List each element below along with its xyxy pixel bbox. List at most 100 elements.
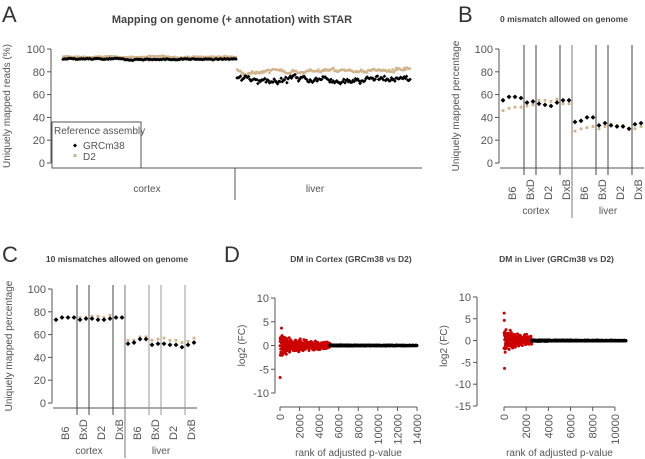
data-point (345, 77, 350, 82)
x-tick-label: 4000 (543, 414, 555, 438)
data-point (161, 341, 167, 347)
data-point (561, 102, 565, 106)
y-tick-label: 40 (481, 112, 493, 124)
panel-letter: A (2, 2, 17, 27)
y-tick-label: 100 (27, 44, 45, 56)
group-tick-label: D2 (543, 186, 555, 200)
data-point (254, 77, 259, 82)
data-point (290, 70, 293, 73)
data-point (603, 125, 607, 128)
legend-title: Reference assembly (54, 126, 145, 137)
tissue-label: cortex (75, 446, 102, 457)
data-point (500, 97, 506, 103)
data-point (638, 120, 644, 126)
data-point (639, 125, 643, 128)
data-point (212, 57, 216, 62)
data-point (150, 338, 154, 342)
data-point (71, 315, 77, 320)
x-axis-label: rank of adjusted p-value (506, 448, 613, 459)
x-tick-label: 6000 (566, 414, 578, 438)
data-point (331, 67, 334, 71)
data-point (168, 338, 172, 342)
data-point (274, 80, 279, 85)
group-tick-label: DxB (186, 419, 198, 440)
data-point (381, 77, 386, 82)
x-tick-label: 10000 (610, 414, 622, 445)
data-point (246, 73, 249, 76)
data-point (179, 56, 184, 61)
data-point (234, 55, 238, 59)
data-point (382, 74, 387, 78)
data-point (365, 71, 369, 74)
data-point (293, 72, 297, 77)
data-point (632, 121, 638, 127)
data-point (119, 315, 125, 320)
category-label: liver (306, 184, 325, 195)
y-tick-label: 0 (40, 398, 46, 410)
data-point (361, 79, 366, 84)
y-tick-label: 60 (33, 90, 45, 102)
data-point (312, 77, 317, 82)
data-point (373, 77, 377, 82)
data-point (295, 69, 298, 73)
data-point (516, 332, 520, 336)
data-point (378, 77, 382, 82)
data-point (53, 317, 59, 323)
data-point (508, 328, 512, 332)
data-point (364, 76, 368, 81)
data-point (390, 70, 393, 73)
data-point (290, 74, 295, 78)
data-point (249, 72, 253, 75)
legend-marker-diamond (73, 143, 77, 148)
data-point (173, 342, 179, 348)
y-axis-label: Uniquely mapped reads (%) (2, 44, 13, 168)
data-point (344, 78, 348, 83)
data-point (192, 336, 196, 340)
data-point (174, 338, 178, 342)
data-point (525, 332, 529, 336)
y-tick-label: 40 (33, 112, 45, 124)
data-point (555, 97, 559, 101)
data-point (326, 78, 331, 82)
data-point (404, 74, 409, 79)
panel-c: 10 mismatches allowed on genome 0 20 40 60 80… (4, 254, 198, 458)
data-point (261, 69, 264, 73)
data-point (143, 336, 149, 342)
data-point (358, 69, 362, 73)
data-point (279, 76, 283, 81)
data-point (167, 342, 173, 348)
group-tick-label: DxB (561, 179, 573, 200)
data-point (548, 103, 554, 109)
data-point (323, 75, 328, 79)
data-point (101, 317, 107, 323)
data-point (503, 366, 507, 370)
chart-title: 0 mismatch allowed on genome (500, 14, 628, 24)
y-tick-label: 5 (465, 314, 471, 326)
data-point (282, 78, 287, 82)
y-axis-label: log2 (FC) (237, 325, 248, 367)
data-point (506, 94, 512, 100)
panel-b: 0 mismatch allowed on genome 0 20 40 60 80 100… (451, 14, 645, 218)
data-point (96, 314, 100, 318)
y-tick-label: 100 (475, 44, 493, 56)
data-point (126, 338, 130, 342)
data-point (262, 71, 265, 74)
data-point (597, 127, 601, 131)
x-tick-label: 0 (275, 414, 287, 420)
data-point (529, 334, 533, 338)
data-point (325, 77, 330, 82)
data-point (346, 80, 351, 84)
data-point (267, 68, 270, 72)
data-point (285, 80, 289, 85)
group-tick-label: BxD (150, 419, 162, 440)
x-tick-label: 8000 (588, 414, 600, 438)
group-tick-label: D2 (96, 426, 108, 440)
group-tick-label: BxD (525, 179, 537, 200)
data-point (156, 337, 160, 341)
data-point (391, 68, 394, 71)
x-tick-label: 14000 (412, 414, 424, 445)
data-point (513, 105, 517, 109)
data-point (372, 67, 376, 71)
